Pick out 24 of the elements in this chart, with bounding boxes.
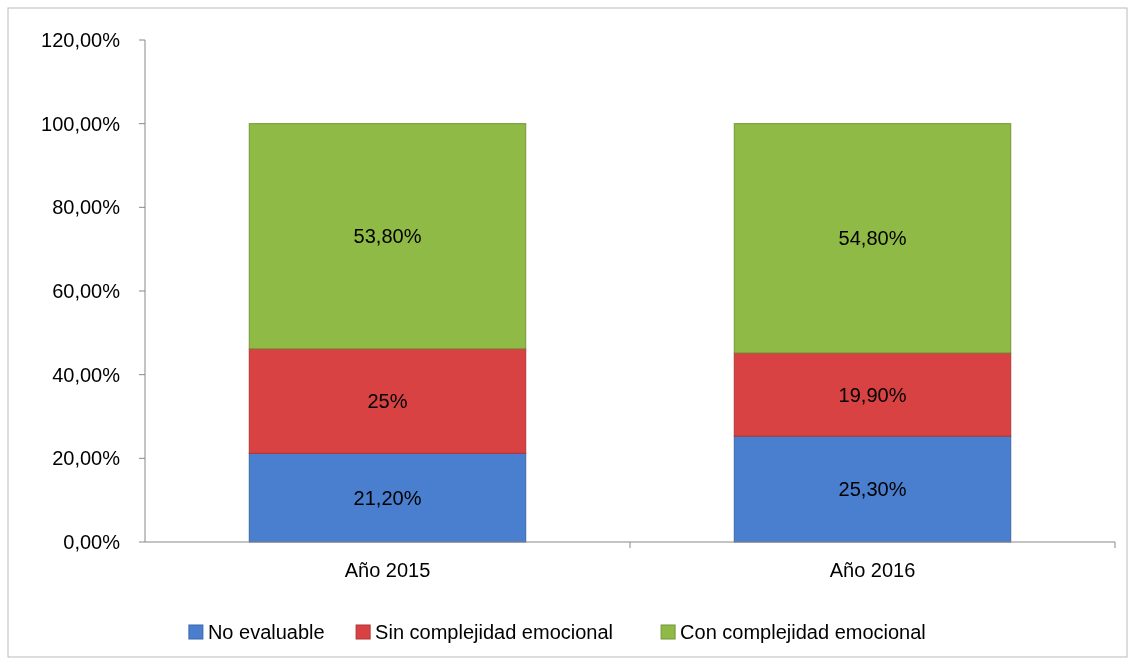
bar [248, 452, 527, 543]
y-tick-label: 20,00% [52, 447, 121, 470]
y-tick-label: 60,00% [52, 280, 121, 302]
data-label: 25% [367, 390, 408, 413]
bar [733, 123, 1012, 354]
legend-label: Con complejidad emocional [680, 621, 926, 643]
data-label: 25,30% [838, 478, 907, 501]
y-tick-label: 0,00% [63, 531, 121, 553]
bar [733, 352, 1012, 437]
data-label: 53,80% [353, 225, 422, 248]
data-label: 21,20% [353, 486, 422, 509]
y-tick-label: 80,00% [52, 196, 121, 219]
bar [248, 123, 527, 350]
data-label: 19,90% [838, 383, 907, 406]
y-tick-label: 100,00% [41, 112, 121, 135]
bar [248, 348, 527, 454]
y-tick-label: 120,00% [41, 29, 121, 51]
legend-label: No evaluable [207, 621, 325, 643]
bar [733, 435, 1012, 543]
x-tick-label: Año 2016 [829, 559, 916, 581]
y-tick-label: 40,00% [52, 363, 121, 386]
x-tick-label: Año 2015 [344, 559, 431, 581]
data-label: 54,80% [838, 227, 907, 250]
legend-label: Sin complejidad emocional [375, 621, 614, 643]
